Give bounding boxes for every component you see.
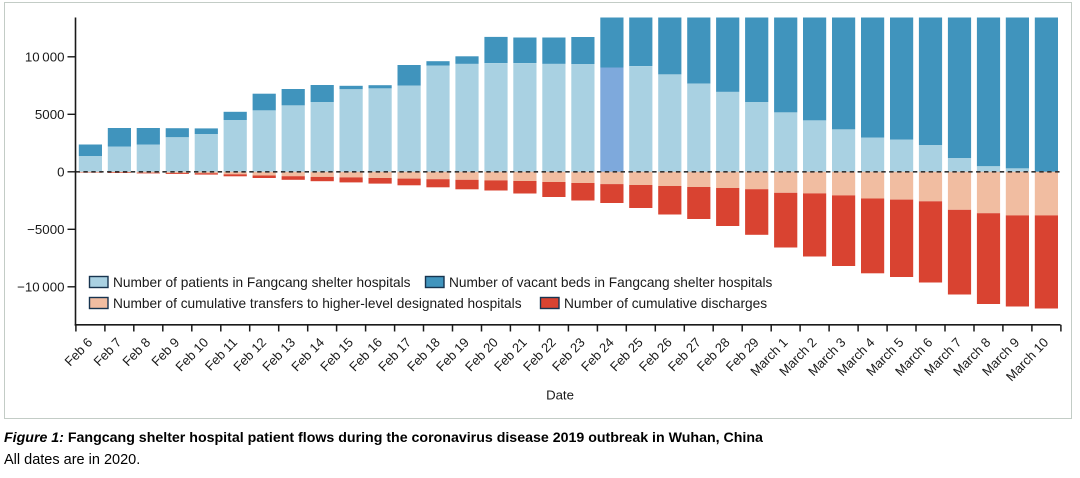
svg-text:Feb 7: Feb 7 [90,335,124,369]
svg-text:Number of cumulative transfers: Number of cumulative transfers to higher… [113,296,522,311]
svg-text:10 000: 10 000 [25,49,65,64]
svg-text:Number of vacant beds in Fangc: Number of vacant beds in Fangcang shelte… [449,275,773,290]
svg-text:−5000: −5000 [27,222,64,237]
svg-text:−10 000: −10 000 [17,279,64,294]
svg-text:5000: 5000 [35,107,65,122]
svg-text:Feb 8: Feb 8 [119,335,153,369]
svg-text:Number of patients in Fangcang: Number of patients in Fangcang shelter h… [113,275,411,290]
svg-text:0: 0 [57,164,64,179]
svg-text:Number of cumulative discharge: Number of cumulative discharges [564,296,767,311]
svg-text:Feb 10: Feb 10 [172,335,211,375]
svg-text:Date: Date [546,388,574,403]
svg-text:Feb 6: Feb 6 [61,335,95,369]
